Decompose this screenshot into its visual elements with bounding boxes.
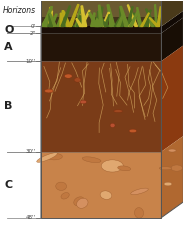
Polygon shape bbox=[89, 13, 99, 26]
Polygon shape bbox=[97, 12, 107, 26]
Polygon shape bbox=[157, 7, 161, 26]
Polygon shape bbox=[73, 18, 83, 26]
Polygon shape bbox=[75, 9, 81, 26]
Polygon shape bbox=[61, 6, 70, 26]
Polygon shape bbox=[161, 11, 183, 33]
Polygon shape bbox=[148, 16, 150, 26]
Polygon shape bbox=[129, 11, 139, 26]
Polygon shape bbox=[149, 18, 159, 26]
Polygon shape bbox=[146, 19, 149, 26]
Polygon shape bbox=[96, 18, 101, 26]
Polygon shape bbox=[126, 7, 133, 26]
Ellipse shape bbox=[74, 197, 84, 206]
Ellipse shape bbox=[110, 123, 115, 128]
Ellipse shape bbox=[159, 167, 172, 170]
Polygon shape bbox=[155, 5, 158, 26]
Polygon shape bbox=[49, 14, 53, 26]
Polygon shape bbox=[117, 15, 123, 26]
Text: A: A bbox=[4, 42, 13, 52]
Text: C: C bbox=[4, 180, 13, 190]
Text: 10'': 10'' bbox=[26, 58, 36, 64]
Polygon shape bbox=[41, 18, 47, 26]
Polygon shape bbox=[78, 14, 86, 26]
Polygon shape bbox=[69, 4, 79, 26]
Polygon shape bbox=[49, 14, 57, 26]
Polygon shape bbox=[104, 15, 110, 26]
Ellipse shape bbox=[100, 191, 112, 199]
Text: 48'': 48'' bbox=[26, 215, 36, 220]
Ellipse shape bbox=[45, 89, 53, 93]
Polygon shape bbox=[109, 15, 112, 26]
Polygon shape bbox=[161, 45, 183, 152]
Text: 2'': 2'' bbox=[29, 31, 36, 36]
Polygon shape bbox=[125, 13, 135, 26]
Ellipse shape bbox=[131, 188, 148, 195]
Ellipse shape bbox=[135, 208, 144, 218]
Polygon shape bbox=[102, 13, 109, 26]
Polygon shape bbox=[60, 13, 64, 26]
Polygon shape bbox=[127, 5, 137, 26]
Bar bbox=[41, 33, 161, 61]
Polygon shape bbox=[50, 14, 56, 26]
Ellipse shape bbox=[114, 110, 123, 112]
Polygon shape bbox=[98, 5, 103, 26]
Text: Horizons: Horizons bbox=[3, 6, 36, 15]
Polygon shape bbox=[137, 8, 142, 26]
Text: O: O bbox=[4, 25, 14, 35]
Polygon shape bbox=[45, 11, 53, 26]
Ellipse shape bbox=[118, 166, 131, 171]
Polygon shape bbox=[161, 136, 183, 218]
Ellipse shape bbox=[64, 74, 72, 78]
Polygon shape bbox=[141, 13, 149, 26]
Polygon shape bbox=[161, 18, 183, 61]
Ellipse shape bbox=[101, 160, 123, 172]
Bar bbox=[41, 0, 161, 26]
Polygon shape bbox=[107, 5, 115, 26]
Polygon shape bbox=[91, 13, 95, 26]
Ellipse shape bbox=[129, 129, 137, 133]
Polygon shape bbox=[98, 17, 109, 26]
Polygon shape bbox=[57, 11, 63, 26]
Ellipse shape bbox=[61, 193, 69, 199]
Ellipse shape bbox=[37, 153, 57, 162]
Polygon shape bbox=[95, 19, 99, 26]
Ellipse shape bbox=[164, 182, 172, 186]
Ellipse shape bbox=[171, 165, 183, 171]
Polygon shape bbox=[42, 7, 52, 26]
Bar bbox=[41, 26, 161, 33]
Polygon shape bbox=[114, 16, 122, 26]
Bar bbox=[41, 152, 161, 218]
Text: B: B bbox=[4, 101, 13, 111]
Polygon shape bbox=[137, 18, 143, 26]
Polygon shape bbox=[94, 14, 99, 26]
Polygon shape bbox=[77, 16, 81, 26]
Polygon shape bbox=[81, 6, 87, 26]
Text: 0': 0' bbox=[31, 24, 36, 29]
Bar bbox=[41, 18, 161, 29]
Polygon shape bbox=[62, 11, 71, 26]
Polygon shape bbox=[147, 18, 154, 26]
Polygon shape bbox=[161, 0, 183, 26]
Polygon shape bbox=[146, 9, 156, 26]
Ellipse shape bbox=[56, 182, 67, 190]
Text: 30'': 30'' bbox=[26, 149, 36, 154]
Ellipse shape bbox=[80, 100, 86, 104]
Polygon shape bbox=[80, 10, 90, 26]
Ellipse shape bbox=[74, 78, 81, 82]
Polygon shape bbox=[129, 19, 136, 26]
Polygon shape bbox=[64, 12, 68, 26]
Polygon shape bbox=[45, 20, 49, 26]
Bar bbox=[41, 61, 161, 152]
Ellipse shape bbox=[77, 198, 88, 208]
Polygon shape bbox=[76, 19, 83, 26]
Polygon shape bbox=[49, 7, 54, 26]
Ellipse shape bbox=[82, 157, 101, 163]
Polygon shape bbox=[97, 7, 103, 26]
Ellipse shape bbox=[47, 153, 62, 160]
Polygon shape bbox=[44, 11, 49, 26]
Ellipse shape bbox=[168, 149, 176, 152]
Polygon shape bbox=[143, 10, 151, 26]
Polygon shape bbox=[119, 7, 123, 26]
Polygon shape bbox=[120, 7, 129, 26]
